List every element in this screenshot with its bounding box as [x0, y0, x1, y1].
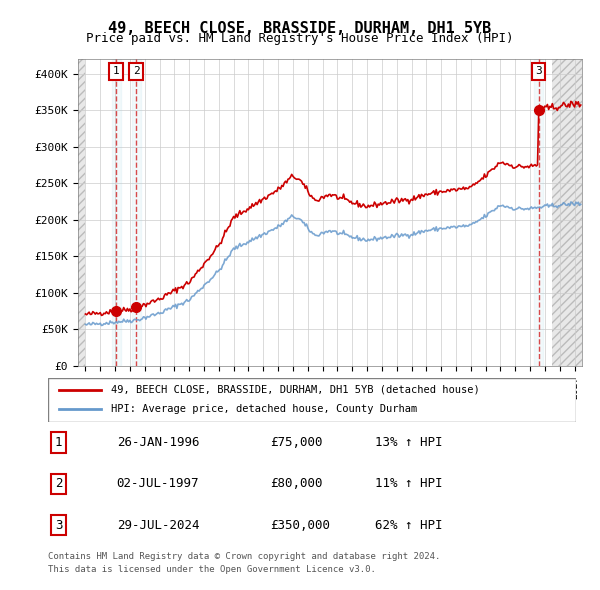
Text: 1: 1 — [113, 66, 119, 76]
Bar — [534, 59, 543, 366]
Text: Contains HM Land Registry data © Crown copyright and database right 2024.: Contains HM Land Registry data © Crown c… — [48, 552, 440, 560]
Bar — [553, 59, 582, 366]
FancyBboxPatch shape — [48, 378, 576, 422]
Text: 2: 2 — [133, 66, 139, 76]
Text: 62% ↑ HPI: 62% ↑ HPI — [376, 519, 443, 532]
Text: 13% ↑ HPI: 13% ↑ HPI — [376, 436, 443, 449]
Text: £350,000: £350,000 — [270, 519, 330, 532]
Text: 3: 3 — [55, 519, 62, 532]
Text: 11% ↑ HPI: 11% ↑ HPI — [376, 477, 443, 490]
Bar — [131, 59, 140, 366]
Text: £75,000: £75,000 — [270, 436, 322, 449]
Text: 49, BEECH CLOSE, BRASSIDE, DURHAM, DH1 5YB (detached house): 49, BEECH CLOSE, BRASSIDE, DURHAM, DH1 5… — [112, 385, 480, 395]
Text: HPI: Average price, detached house, County Durham: HPI: Average price, detached house, Coun… — [112, 405, 418, 414]
Text: £80,000: £80,000 — [270, 477, 322, 490]
Text: 1: 1 — [55, 436, 62, 449]
Text: 2: 2 — [55, 477, 62, 490]
Text: 29-JUL-2024: 29-JUL-2024 — [116, 519, 199, 532]
Text: Price paid vs. HM Land Registry's House Price Index (HPI): Price paid vs. HM Land Registry's House … — [86, 32, 514, 45]
Text: 49, BEECH CLOSE, BRASSIDE, DURHAM, DH1 5YB: 49, BEECH CLOSE, BRASSIDE, DURHAM, DH1 5… — [109, 21, 491, 35]
Bar — [78, 59, 85, 366]
Text: 02-JUL-1997: 02-JUL-1997 — [116, 477, 199, 490]
Text: 3: 3 — [535, 66, 542, 76]
Text: This data is licensed under the Open Government Licence v3.0.: This data is licensed under the Open Gov… — [48, 565, 376, 574]
Bar — [112, 59, 121, 366]
Text: 26-JAN-1996: 26-JAN-1996 — [116, 436, 199, 449]
